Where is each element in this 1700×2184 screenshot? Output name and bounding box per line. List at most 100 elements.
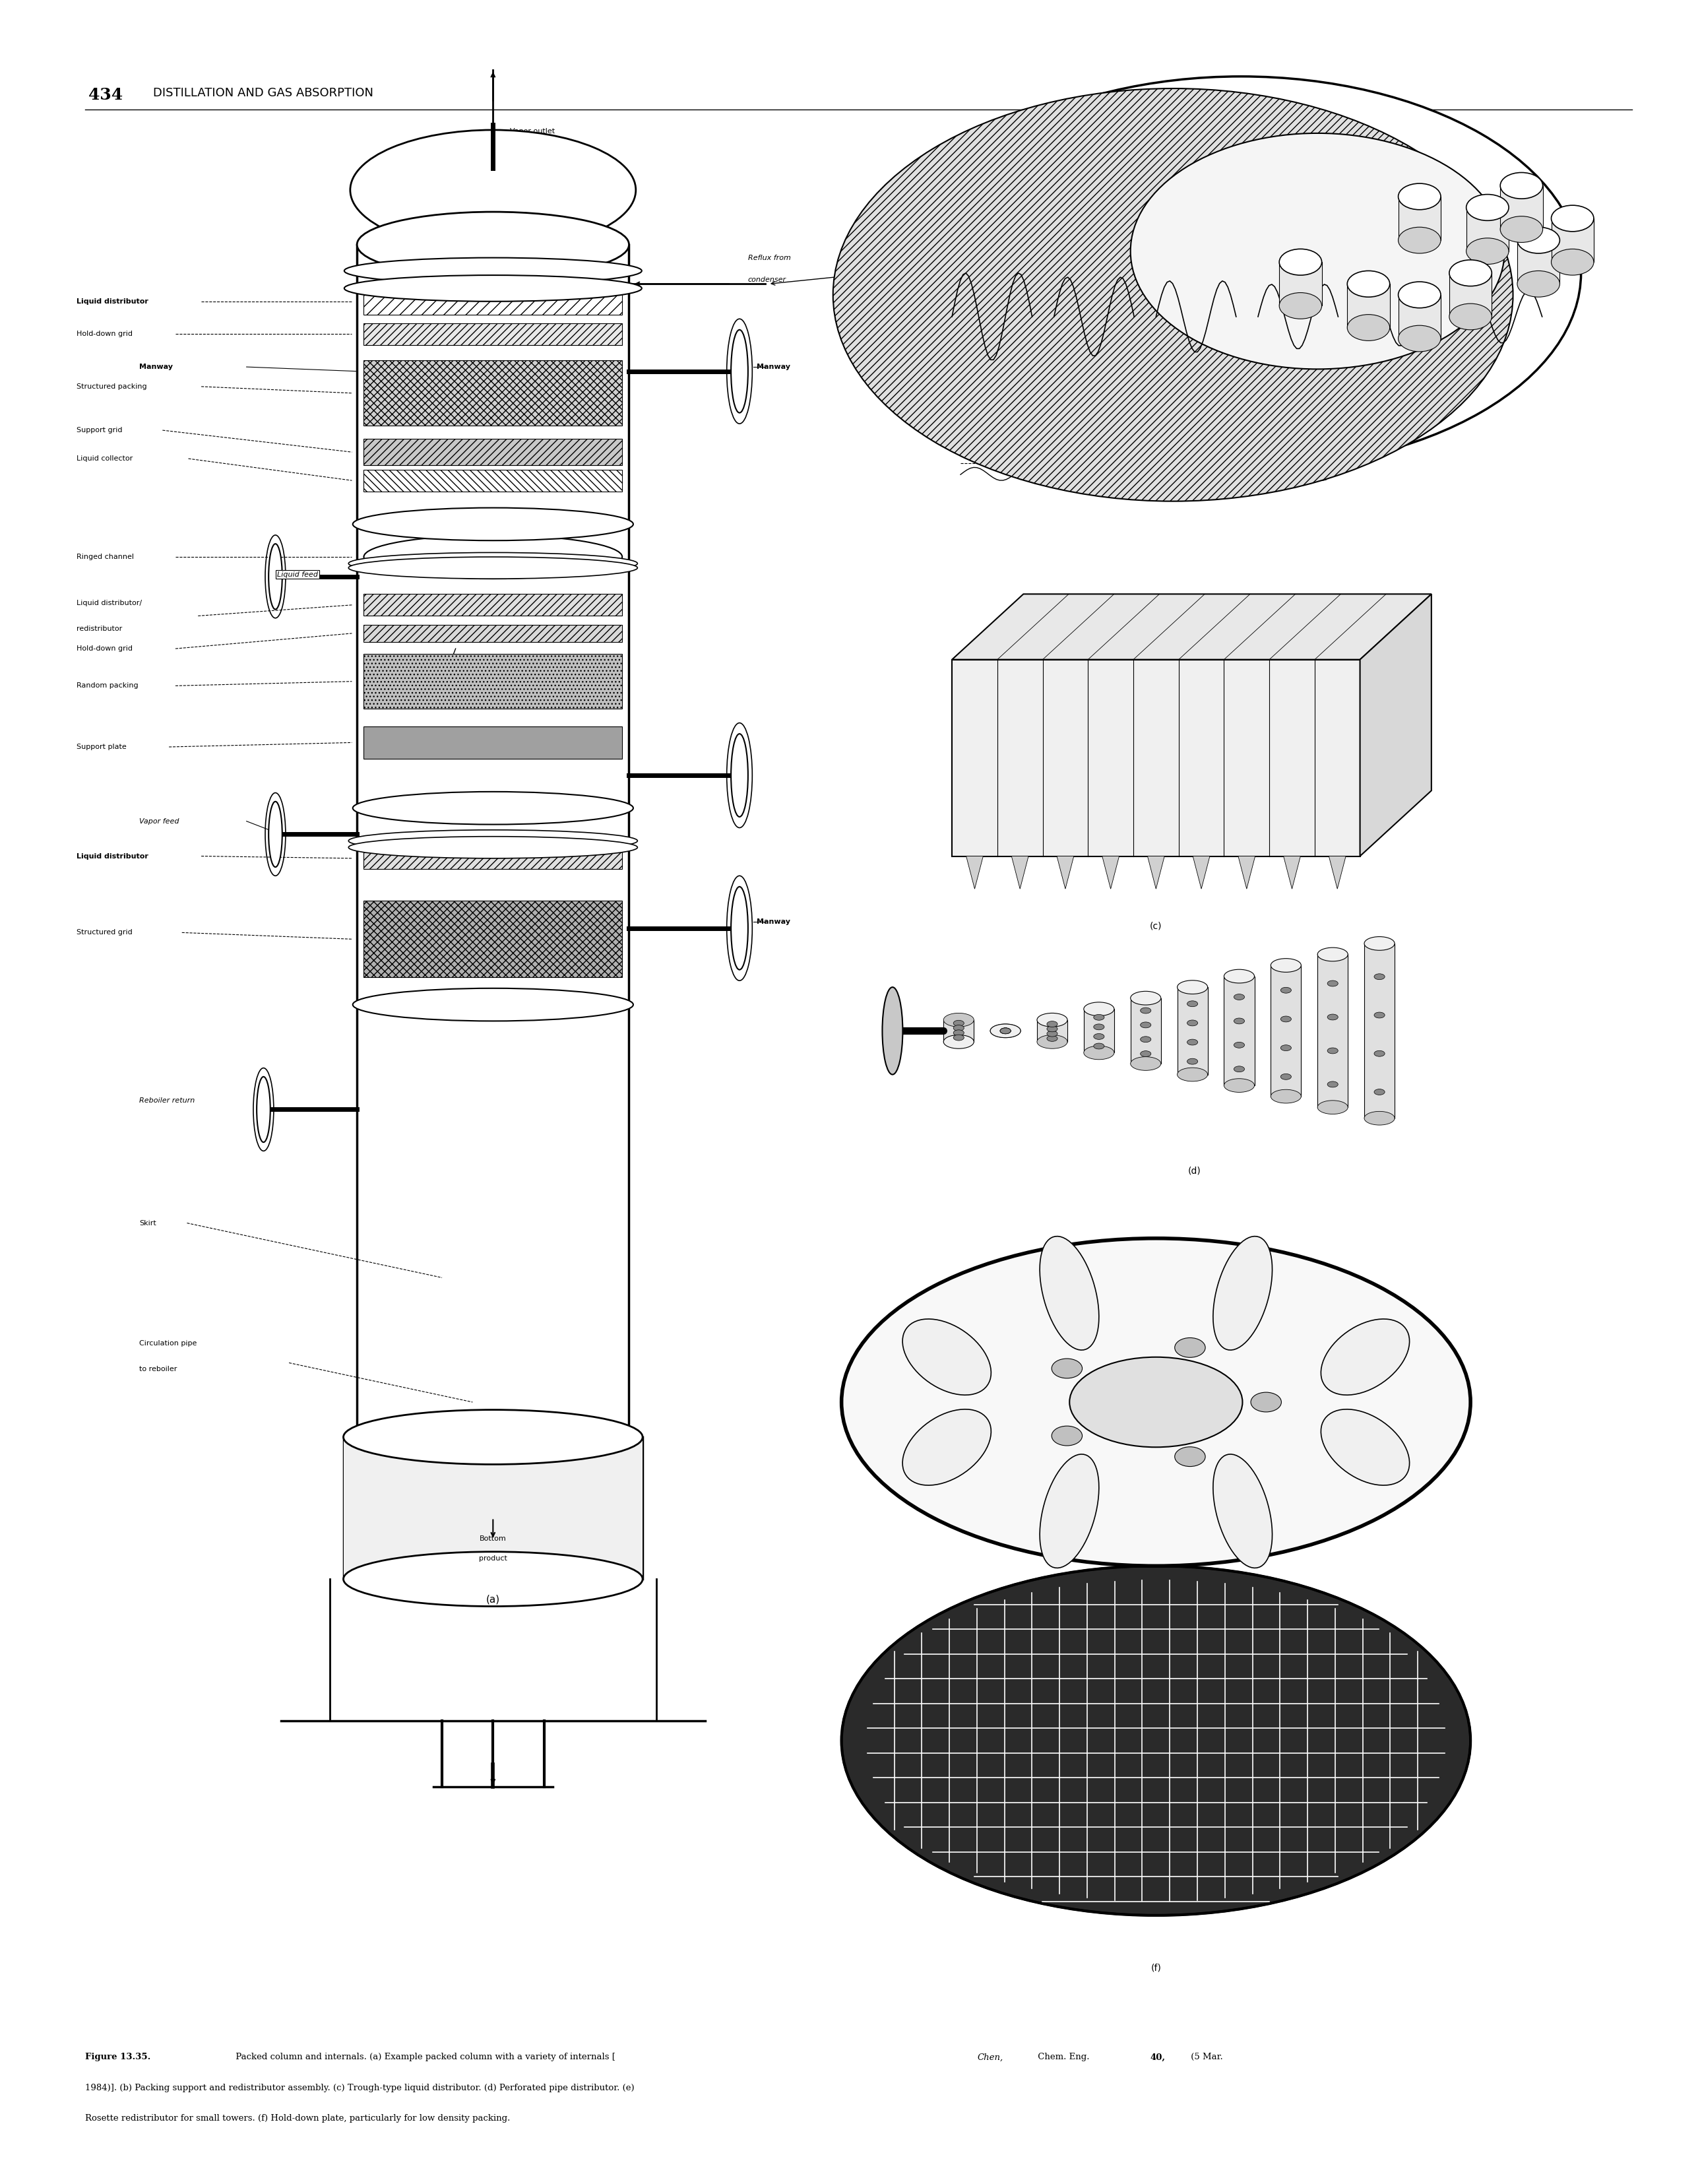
Ellipse shape bbox=[1278, 293, 1323, 319]
Ellipse shape bbox=[1374, 1090, 1386, 1094]
Text: LIQUID: LIQUID bbox=[1226, 432, 1250, 441]
Ellipse shape bbox=[269, 544, 282, 609]
Ellipse shape bbox=[1000, 1029, 1012, 1033]
Ellipse shape bbox=[1175, 1446, 1205, 1465]
Ellipse shape bbox=[731, 734, 748, 817]
Ellipse shape bbox=[833, 87, 1513, 502]
Text: Liquid distributor: Liquid distributor bbox=[76, 297, 148, 306]
Polygon shape bbox=[1360, 594, 1431, 856]
Ellipse shape bbox=[1176, 1068, 1207, 1081]
Ellipse shape bbox=[1328, 1081, 1338, 1088]
Text: (f): (f) bbox=[1151, 1963, 1161, 1972]
Text: Chem. Eng.: Chem. Eng. bbox=[1035, 2053, 1091, 2062]
Bar bbox=[364, 323, 622, 345]
Polygon shape bbox=[966, 856, 983, 889]
Text: 1984)]. (b) Packing support and redistributor assembly. (c) Trough-type liquid d: 1984)]. (b) Packing support and redistri… bbox=[85, 2084, 634, 2092]
Ellipse shape bbox=[903, 1409, 991, 1485]
Ellipse shape bbox=[364, 535, 622, 579]
Text: Skirt: Skirt bbox=[139, 1219, 156, 1227]
Ellipse shape bbox=[350, 129, 636, 249]
Text: Reflux from: Reflux from bbox=[748, 253, 791, 262]
Bar bbox=[1278, 262, 1323, 306]
Bar bbox=[364, 288, 622, 314]
Ellipse shape bbox=[1251, 1393, 1282, 1411]
Text: (d): (d) bbox=[1188, 1166, 1200, 1175]
Bar bbox=[944, 1020, 974, 1042]
Ellipse shape bbox=[1365, 1112, 1394, 1125]
Ellipse shape bbox=[1224, 970, 1255, 983]
Bar bbox=[364, 470, 622, 491]
Ellipse shape bbox=[1131, 992, 1161, 1005]
Bar bbox=[1501, 186, 1544, 229]
Polygon shape bbox=[1102, 856, 1119, 889]
Ellipse shape bbox=[269, 802, 282, 867]
Ellipse shape bbox=[954, 1020, 964, 1026]
Bar bbox=[1131, 998, 1161, 1064]
Text: DISTILLATION AND GAS ABSORPTION: DISTILLATION AND GAS ABSORPTION bbox=[153, 87, 374, 98]
Bar bbox=[364, 655, 622, 710]
Ellipse shape bbox=[1047, 1035, 1057, 1042]
Ellipse shape bbox=[348, 557, 638, 579]
Polygon shape bbox=[1284, 856, 1300, 889]
Bar bbox=[1552, 218, 1595, 262]
Text: (e): (e) bbox=[1149, 1614, 1163, 1623]
Text: Structured grid: Structured grid bbox=[76, 928, 133, 937]
Ellipse shape bbox=[1321, 1409, 1409, 1485]
Ellipse shape bbox=[1328, 1013, 1338, 1020]
Ellipse shape bbox=[343, 258, 641, 284]
Text: Liquid feed: Liquid feed bbox=[277, 570, 318, 579]
Text: Chen,: Chen, bbox=[978, 2053, 1003, 2062]
Ellipse shape bbox=[352, 987, 632, 1022]
Ellipse shape bbox=[731, 330, 748, 413]
Bar bbox=[1224, 976, 1255, 1085]
Ellipse shape bbox=[1141, 1022, 1151, 1029]
Ellipse shape bbox=[1141, 1037, 1151, 1042]
Bar bbox=[1270, 965, 1300, 1096]
Ellipse shape bbox=[989, 1024, 1020, 1037]
Text: redistributor: redistributor bbox=[76, 625, 122, 633]
Ellipse shape bbox=[1550, 249, 1593, 275]
Bar bbox=[1176, 987, 1207, 1075]
Ellipse shape bbox=[357, 212, 629, 277]
Ellipse shape bbox=[1187, 1040, 1198, 1046]
Text: condenser: condenser bbox=[748, 275, 787, 284]
Ellipse shape bbox=[954, 1024, 964, 1031]
Text: to reboiler: to reboiler bbox=[139, 1365, 177, 1374]
Ellipse shape bbox=[842, 1238, 1471, 1566]
Ellipse shape bbox=[1141, 1051, 1151, 1057]
Ellipse shape bbox=[1328, 981, 1338, 987]
Ellipse shape bbox=[1465, 194, 1510, 221]
Text: Structured packing: Structured packing bbox=[76, 382, 146, 391]
Text: Hold-down grid: Hold-down grid bbox=[76, 330, 133, 339]
Bar bbox=[1348, 284, 1391, 328]
Ellipse shape bbox=[842, 1566, 1471, 1915]
Polygon shape bbox=[952, 594, 1431, 660]
Text: Rosette redistributor for small towers. (f) Hold-down plate, particularly for lo: Rosette redistributor for small towers. … bbox=[85, 2114, 510, 2123]
Ellipse shape bbox=[1040, 1455, 1098, 1568]
Ellipse shape bbox=[1318, 948, 1348, 961]
Bar bbox=[364, 439, 622, 465]
Text: (b): (b) bbox=[1132, 465, 1146, 474]
Ellipse shape bbox=[1499, 216, 1544, 242]
Text: VAPOR: VAPOR bbox=[991, 389, 1015, 397]
Text: TOP PLATE: TOP PLATE bbox=[944, 183, 984, 192]
Ellipse shape bbox=[1234, 1018, 1244, 1024]
Ellipse shape bbox=[1000, 1029, 1012, 1033]
Text: Packed column and internals. (a) Example packed column with a variety of interna: Packed column and internals. (a) Example… bbox=[233, 2053, 615, 2062]
Ellipse shape bbox=[1280, 1044, 1292, 1051]
Text: product: product bbox=[479, 1555, 507, 1562]
Ellipse shape bbox=[343, 1551, 643, 1607]
Ellipse shape bbox=[954, 1035, 964, 1040]
Text: Manway: Manway bbox=[139, 363, 173, 371]
Text: Manway: Manway bbox=[757, 917, 791, 926]
Ellipse shape bbox=[1047, 1026, 1057, 1031]
Text: (a): (a) bbox=[486, 1594, 500, 1605]
Ellipse shape bbox=[1047, 1031, 1057, 1037]
Text: Vapor outlet: Vapor outlet bbox=[510, 127, 554, 135]
Ellipse shape bbox=[1131, 133, 1504, 369]
Bar bbox=[1465, 207, 1510, 251]
Text: Support grid: Support grid bbox=[76, 426, 122, 435]
Ellipse shape bbox=[954, 1031, 964, 1035]
Ellipse shape bbox=[1516, 271, 1561, 297]
Ellipse shape bbox=[1397, 325, 1442, 352]
